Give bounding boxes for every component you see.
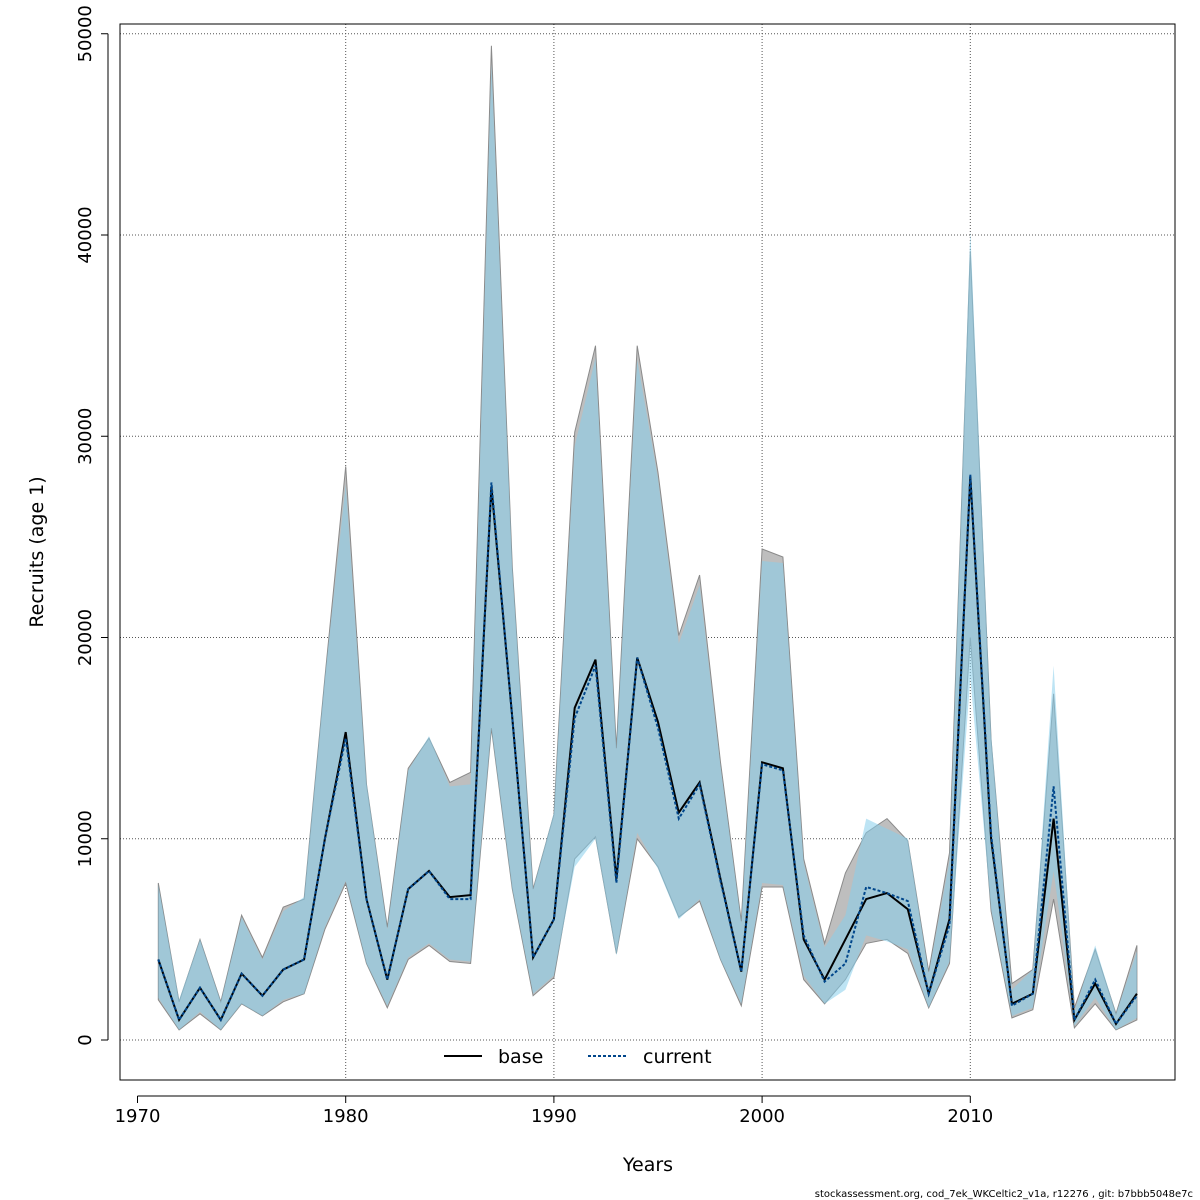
y-axis-title: Recruits (age 1) [26,476,48,627]
legend-label-base: base [498,1046,543,1068]
series-lines [157,474,1138,1026]
x-tick-label: 2000 [739,1106,785,1127]
y-tick-label: 40000 [75,206,96,263]
credit-text: stockassessment.org, cod_7ek_WKCeltic2_v… [815,1189,1193,1200]
x-tick-label: 1980 [323,1106,369,1127]
band-current [158,63,1137,1030]
x-tick-label: 1990 [531,1106,577,1127]
confidence-bands [157,45,1138,1031]
y-tick-label: 30000 [75,408,96,465]
axes: 1970 1980 1990 2000 2010 0 10000 20000 30000 4000… [75,5,993,1127]
y-tick-label: 10000 [75,810,96,867]
x-axis-title: Years [622,1154,673,1176]
legend: base current [444,1046,712,1068]
y-tick-label: 20000 [75,609,96,666]
y-tick-label: 0 [75,1034,96,1045]
plot-frame [119,23,1176,1081]
legend-label-current: current [643,1046,712,1068]
x-tick-label: 1970 [115,1106,161,1127]
x-tick-label: 2010 [947,1106,993,1127]
line-current [157,474,1138,1026]
y-tick-label: 50000 [75,5,96,62]
